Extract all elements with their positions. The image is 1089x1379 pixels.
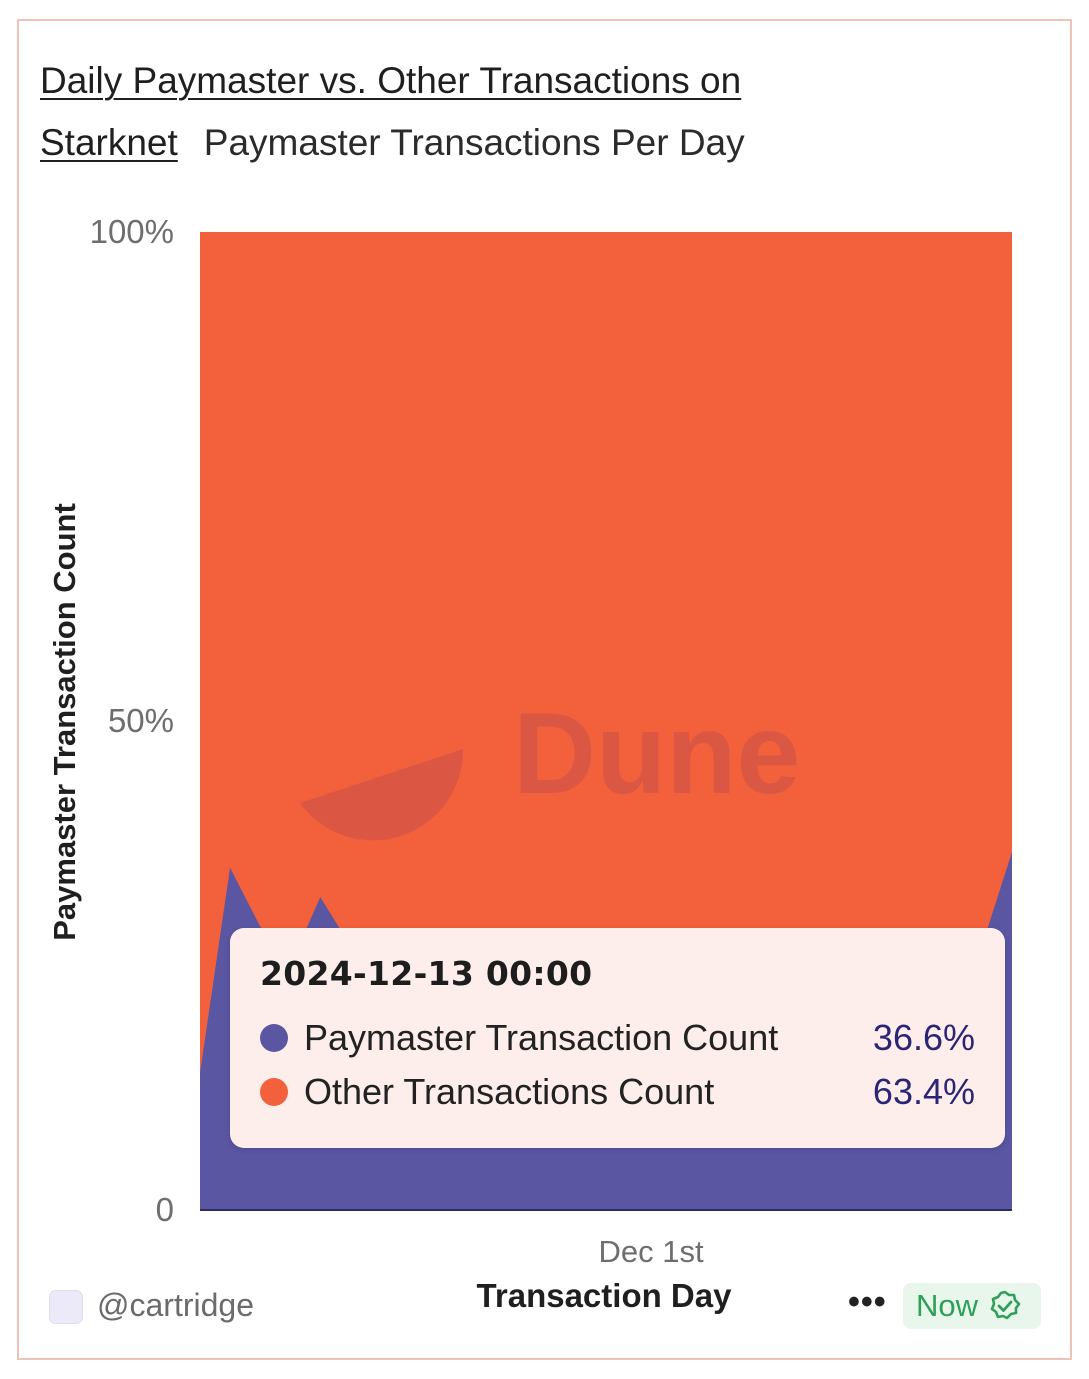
y-axis-label: Paymaster Transaction Count bbox=[47, 503, 82, 941]
status-badge[interactable]: Now bbox=[903, 1283, 1041, 1329]
tooltip-date: 2024-12-13 00:00 bbox=[260, 954, 593, 993]
tooltip-value: 36.6% bbox=[872, 1017, 975, 1058]
chart-header: Daily Paymaster vs. Other Transactions o… bbox=[40, 50, 1020, 174]
x-axis: Dec 1st bbox=[599, 1234, 704, 1269]
dune-logo-icon bbox=[300, 749, 464, 841]
x-tick-label: Dec 1st bbox=[599, 1234, 704, 1269]
watermark-text: Dune bbox=[513, 690, 801, 818]
y-tick-label: 0 bbox=[156, 1191, 174, 1228]
x-axis-label: Transaction Day bbox=[477, 1277, 733, 1314]
y-tick-label: 100% bbox=[90, 213, 174, 250]
tooltip-row-paymaster: Paymaster Transaction Count 36.6% bbox=[260, 1011, 975, 1065]
tooltip-value: 63.4% bbox=[872, 1071, 975, 1112]
series-dot-icon bbox=[260, 1024, 288, 1052]
tooltip-label: Other Transactions Count bbox=[304, 1071, 715, 1112]
verified-check-icon bbox=[990, 1290, 1021, 1320]
tooltip-label: Paymaster Transaction Count bbox=[304, 1017, 779, 1058]
dune-watermark: Dune bbox=[300, 690, 801, 841]
y-tick-label: 50% bbox=[108, 702, 174, 739]
status-text: Now bbox=[916, 1288, 979, 1323]
more-options-button[interactable]: ••• bbox=[848, 1283, 887, 1321]
chart-title[interactable]: Daily Paymaster vs. Other Transactions o… bbox=[40, 60, 742, 163]
series-dot-icon bbox=[260, 1078, 288, 1106]
chart-tooltip: 2024-12-13 00:00 Paymaster Transaction C… bbox=[230, 928, 1005, 1148]
y-axis: 0 50% 100% bbox=[90, 213, 174, 1228]
chart-subtitle: Paymaster Transactions Per Day bbox=[203, 122, 745, 163]
author-handle[interactable]: @cartridge bbox=[97, 1287, 254, 1323]
avatar[interactable] bbox=[49, 1290, 83, 1324]
tooltip-row-other: Other Transactions Count 63.4% bbox=[260, 1065, 975, 1119]
